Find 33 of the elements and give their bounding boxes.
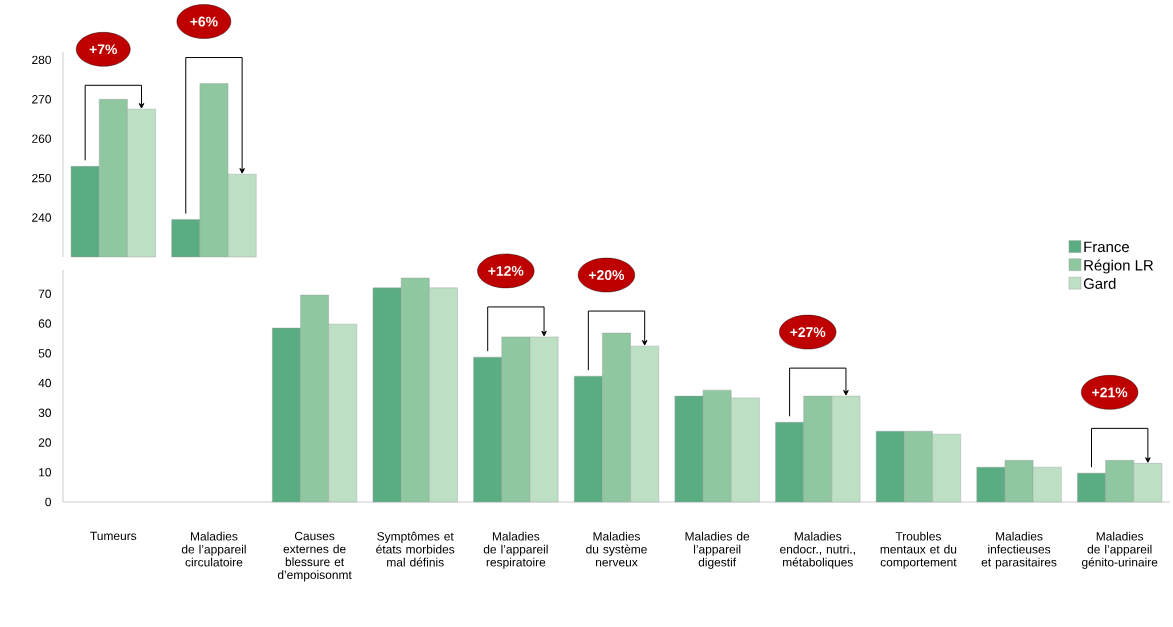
x-tick-label: Symptômes et états morbides mal définis [376,531,455,567]
y-tick-label: 70 [38,289,52,299]
text: +6% [190,16,218,27]
y-tick-label: 240 [32,213,52,222]
x-tick-label: Troubles mentaux et du comportement [880,531,957,569]
x-tick-label: Maladies endocr., nutri., métaboliques [780,531,855,569]
y-tick-label: 50 [38,349,52,358]
legend-label: Région LR [1084,259,1154,274]
x-tick-label: Tumeurs [90,531,137,541]
y-tick-label: 0 [45,497,52,507]
x-tick-label: Maladies de l’appareil digestif [685,531,750,569]
x-tick-label: Maladies de l’appareil génito-urinaire [1081,531,1158,569]
legend-label: France [1084,241,1129,253]
annotation: +27% [790,327,826,338]
y-tick-label: 10 [39,468,52,477]
legend-label: Gard [1083,277,1116,289]
x-tick-label: Maladies de l’appareil respiratoire [483,531,548,569]
x-tick-label: Maladies de l’appareil circulatoire [181,531,246,567]
x-tick-label: Causes externes de blessure et d’empoisonmt [277,531,352,582]
annotation: +12% [488,265,524,276]
x-tick-label: Maladies du système nerveux [586,531,647,567]
y-tick-label: 60 [38,319,52,328]
y-tick-label: 270 [32,95,52,104]
y-tick-label: 280 [32,55,52,65]
y-tick-label: 40 [38,378,52,388]
y-tick-label: 260 [32,134,52,143]
annotation: +21% [1092,387,1128,398]
y-tick-label: 250 [32,173,52,183]
x-tick-label: Maladies infectieuses et parasitaires [981,531,1057,569]
y-tick-label: 30 [38,408,52,417]
annotation: +20% [588,270,625,280]
y-tick-label: 20 [38,438,52,447]
annotation: +7% [89,44,118,55]
